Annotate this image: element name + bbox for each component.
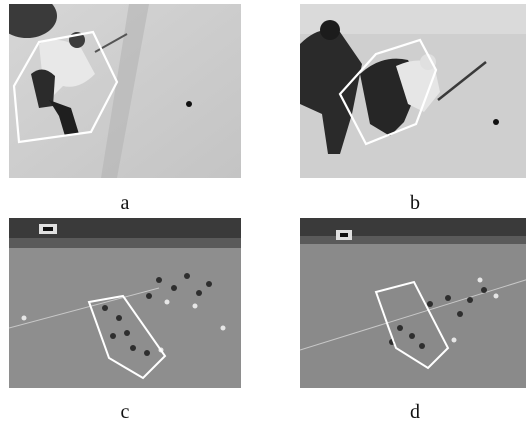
tracking-outline: [12, 30, 119, 144]
caption-c: c: [120, 401, 130, 423]
tracking-outline: [87, 294, 167, 380]
tracking-outline: [338, 38, 438, 146]
panel-c-image: [9, 218, 241, 388]
panel-a-image: [9, 4, 241, 178]
panel-b-image: [300, 4, 526, 178]
panel-d-image: [300, 218, 526, 388]
caption-b: b: [410, 192, 420, 214]
caption-a: a: [120, 192, 130, 214]
tracking-outline: [374, 280, 450, 370]
caption-d: d: [410, 401, 420, 423]
